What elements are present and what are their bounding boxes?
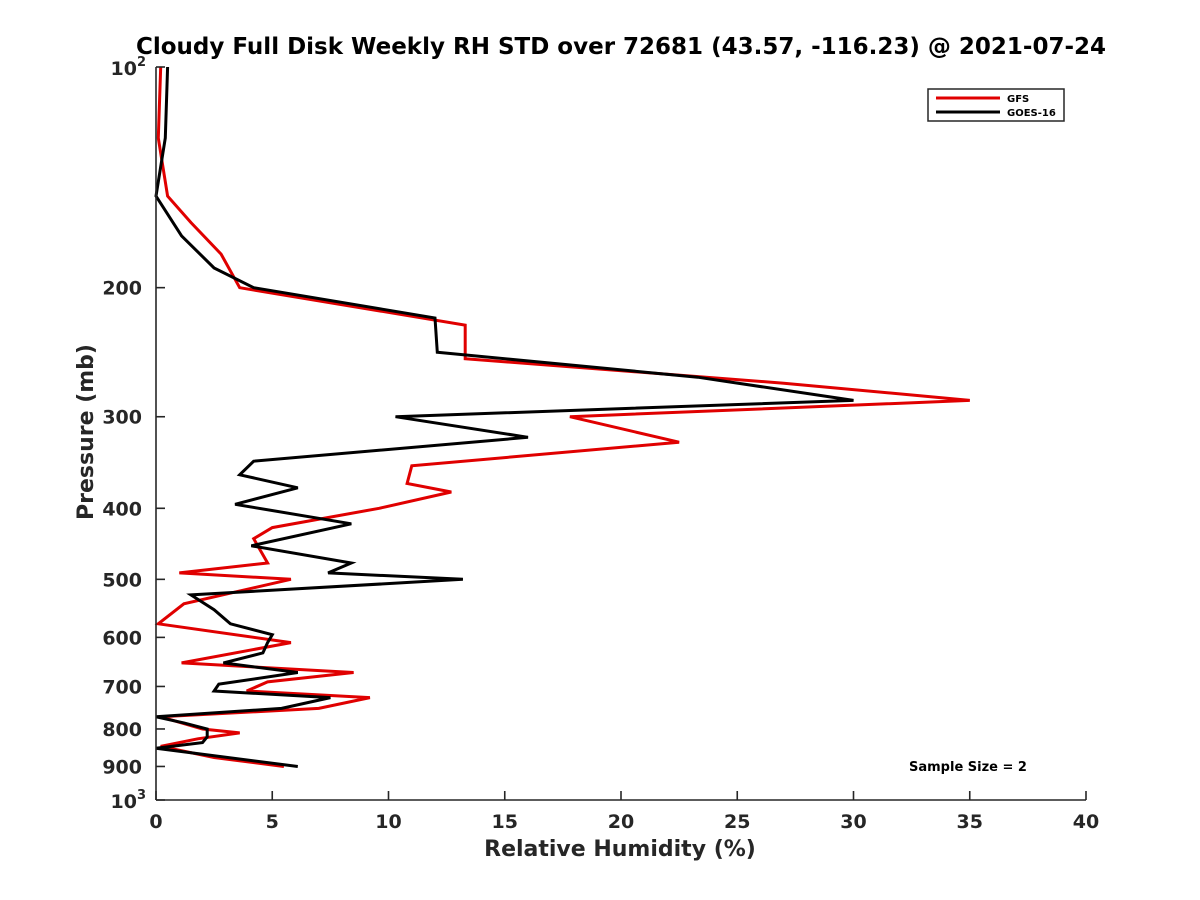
axes-layer: 0 5 10 15 20 25 30 35 40 102 200 300 400 500 600 700 800… [102,55,1099,833]
legend-label: GFS [1007,94,1029,105]
y-tick-label: 500 [102,569,142,591]
y-tick-label: 700 [102,676,142,698]
legend-box [927,88,1065,122]
y-tick-label: 103 [111,788,147,813]
x-tick-label: 20 [608,811,634,833]
x-tick-label: 15 [492,811,518,833]
x-tick-label: 10 [375,811,401,833]
sample-size-annotation: Sample Size = 2 [909,760,1027,775]
y-tick-label: 300 [102,407,142,429]
x-tick-label: 0 [149,811,162,833]
x-tick-label: 35 [957,811,983,833]
series-line-goes-16 [154,66,854,768]
y-tick-label: 102 [111,55,147,80]
y-tick-label: 400 [102,498,142,520]
x-tick-label: 40 [1073,811,1099,833]
y-tick-label: 800 [102,719,142,741]
legend: GFS GOES-16 [927,88,1065,122]
x-axis-label: Relative Humidity (%) [484,837,756,862]
x-tick-label: 5 [266,811,279,833]
chart-title: Cloudy Full Disk Weekly RH STD over 7268… [136,34,1106,60]
series-layer [154,66,970,768]
y-tick-label: 600 [102,627,142,649]
x-tick-label: 25 [724,811,750,833]
y-axis-label: Pressure (mb) [74,344,99,520]
legend-label: GOES-16 [1007,108,1056,119]
x-tick-label: 30 [840,811,866,833]
y-tick-label: 900 [102,756,142,778]
y-tick-label: 200 [102,278,142,300]
